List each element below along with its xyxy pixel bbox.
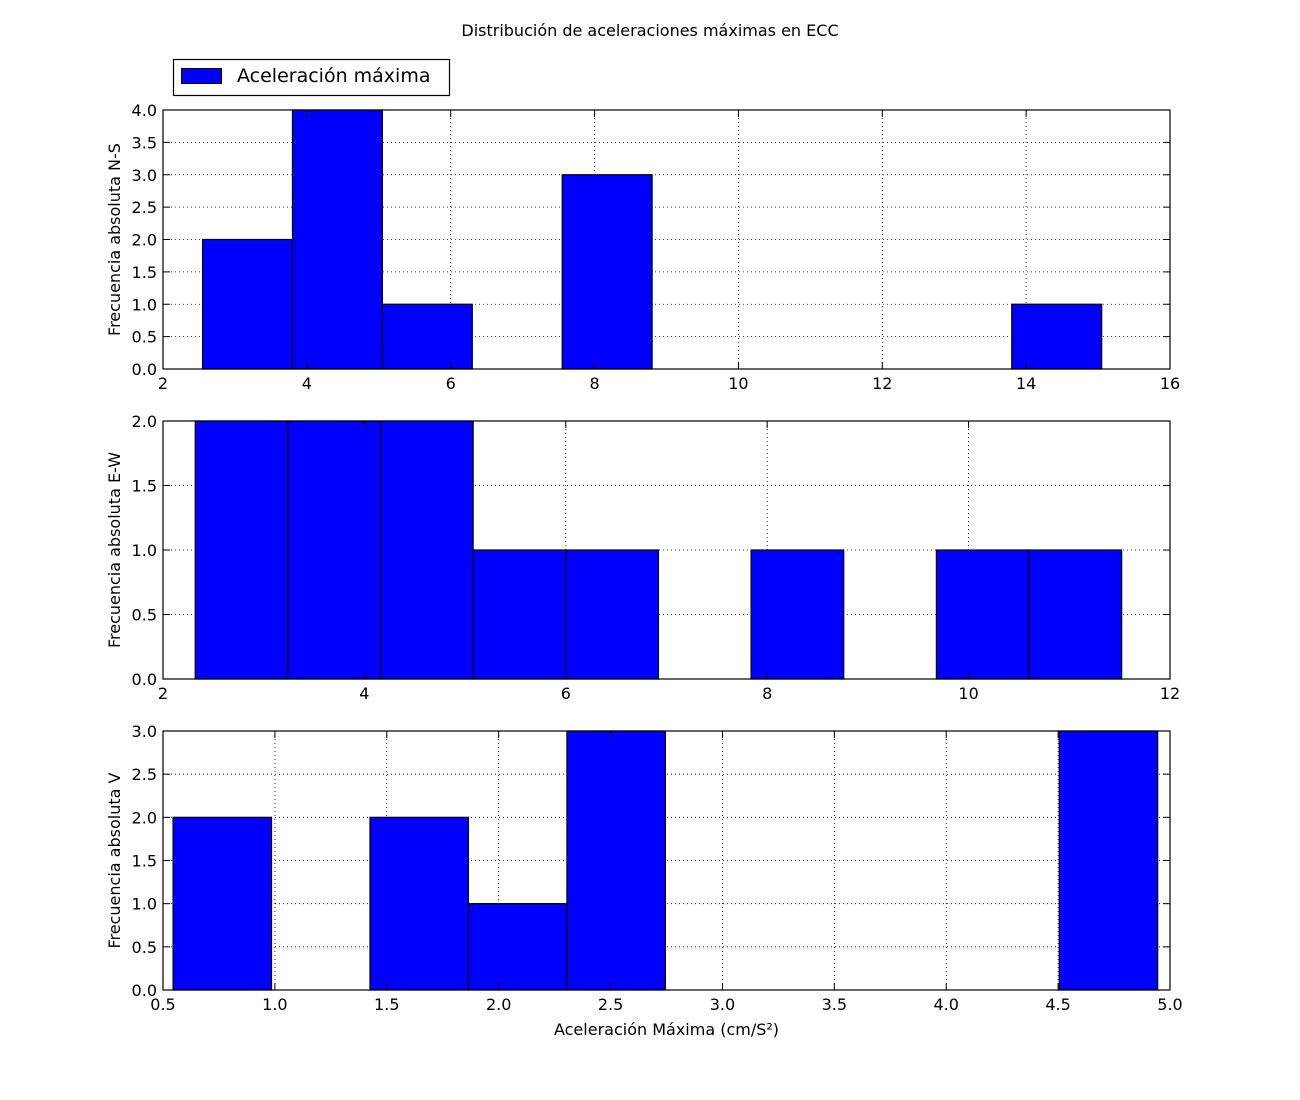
y-tick-label: 1.0 <box>132 541 157 560</box>
x-tick-label: 12 <box>872 374 892 393</box>
x-tick-label: 5.0 <box>1157 995 1182 1014</box>
histogram-bar <box>566 730 666 991</box>
y-tick-label: 3.5 <box>132 133 157 152</box>
y-tick-label: 1.5 <box>132 852 157 871</box>
y-tick-label: 2.5 <box>132 198 157 217</box>
y-axis-label: Frecuencia absoluta V <box>105 772 124 948</box>
y-tick-label: 1.5 <box>132 477 157 496</box>
y-tick-label: 0.0 <box>132 360 157 379</box>
y-tick-label: 2.5 <box>132 765 157 784</box>
y-tick-label: 0.0 <box>132 670 157 689</box>
x-tick-label: 2 <box>158 374 168 393</box>
legend: Aceleración máxima <box>172 58 451 97</box>
histogram-bar <box>287 420 382 680</box>
histogram-bar <box>201 238 294 370</box>
legend-swatch <box>181 68 222 84</box>
x-axis-label: Aceleración Máxima (cm/S²) <box>554 1020 779 1039</box>
histogram-bar <box>381 303 473 370</box>
x-tick-label: 3.5 <box>822 995 847 1014</box>
histogram-bar <box>1058 730 1159 991</box>
histogram-bar <box>379 420 474 680</box>
histogram-bar <box>1028 549 1123 680</box>
y-tick-label: 1.0 <box>132 295 157 314</box>
y-tick-label: 0.5 <box>132 328 157 347</box>
y-tick-label: 2.0 <box>132 808 157 827</box>
subplot-1: 2 4 6 8 10 12 14 16 0.0 0.5 1.0 1.5 2.0 2.5 3.0 3.5 4.0 F… <box>105 101 1180 393</box>
y-tick-label: 3.0 <box>132 722 157 741</box>
x-tick-label: 8 <box>589 374 599 393</box>
histogram-bar <box>369 816 470 991</box>
y-axis-label: Frecuencia absoluta E-W <box>105 452 124 648</box>
histogram-bar <box>935 549 1030 680</box>
x-tick-label: 2.5 <box>598 995 623 1014</box>
x-tick-label: 6 <box>446 374 456 393</box>
x-tick-label: 14 <box>1016 374 1036 393</box>
y-axis-label: Frecuencia absoluta N-S <box>105 143 124 336</box>
figure-title: Distribución de aceleraciones máximas en… <box>461 21 838 40</box>
x-tick-label: 10 <box>728 374 748 393</box>
x-tick-label: 2.0 <box>486 995 511 1014</box>
x-tick-label: 4 <box>302 374 312 393</box>
x-tick-label: 0.5 <box>150 995 175 1014</box>
histogram-bar <box>172 816 273 991</box>
y-tick-label: 0.5 <box>132 606 157 625</box>
x-tick-label: 3.0 <box>710 995 735 1014</box>
histogram-bar <box>467 903 568 991</box>
y-tick-label: 0.0 <box>132 981 157 1000</box>
y-tick-label: 0.5 <box>132 938 157 957</box>
y-tick-label: 3.0 <box>132 166 157 185</box>
subplot-3: 0.5 1.0 1.5 2.0 2.5 3.0 3.5 4.0 4.5 5.00.00.51.01… <box>105 722 1183 1039</box>
y-tick-label: 1.5 <box>132 263 157 282</box>
histogram-bar <box>194 420 289 680</box>
histogram-bar <box>565 549 660 680</box>
histogram-bar <box>750 549 845 680</box>
histogram-bar <box>472 549 567 680</box>
x-tick-label: 1.0 <box>262 995 287 1014</box>
x-tick-label: 1.5 <box>374 995 399 1014</box>
histogram-bar <box>561 174 653 370</box>
x-tick-label: 12 <box>1160 684 1180 703</box>
x-tick-label: 4.0 <box>933 995 958 1014</box>
subplot-2: 2 4 6 8 10 12 0.0 0.5 1.0 1.5 2.0 Frecuencia absolu… <box>105 412 1180 703</box>
histogram-bar <box>291 109 383 370</box>
y-tick-label: 4.0 <box>132 101 157 120</box>
x-tick-label: 6 <box>561 684 571 703</box>
x-tick-label: 16 <box>1160 374 1180 393</box>
legend-label: Aceleración máxima <box>237 65 430 87</box>
x-tick-label: 2 <box>158 684 168 703</box>
plot-area <box>163 731 1170 990</box>
y-tick-label: 2.0 <box>132 231 157 250</box>
y-tick-label: 2.0 <box>132 412 157 431</box>
x-tick-label: 10 <box>958 684 978 703</box>
x-tick-label: 8 <box>762 684 772 703</box>
y-tick-label: 1.0 <box>132 895 157 914</box>
x-tick-label: 4 <box>359 684 369 703</box>
x-tick-label: 4.5 <box>1045 995 1070 1014</box>
histogram-bar <box>1011 303 1103 370</box>
